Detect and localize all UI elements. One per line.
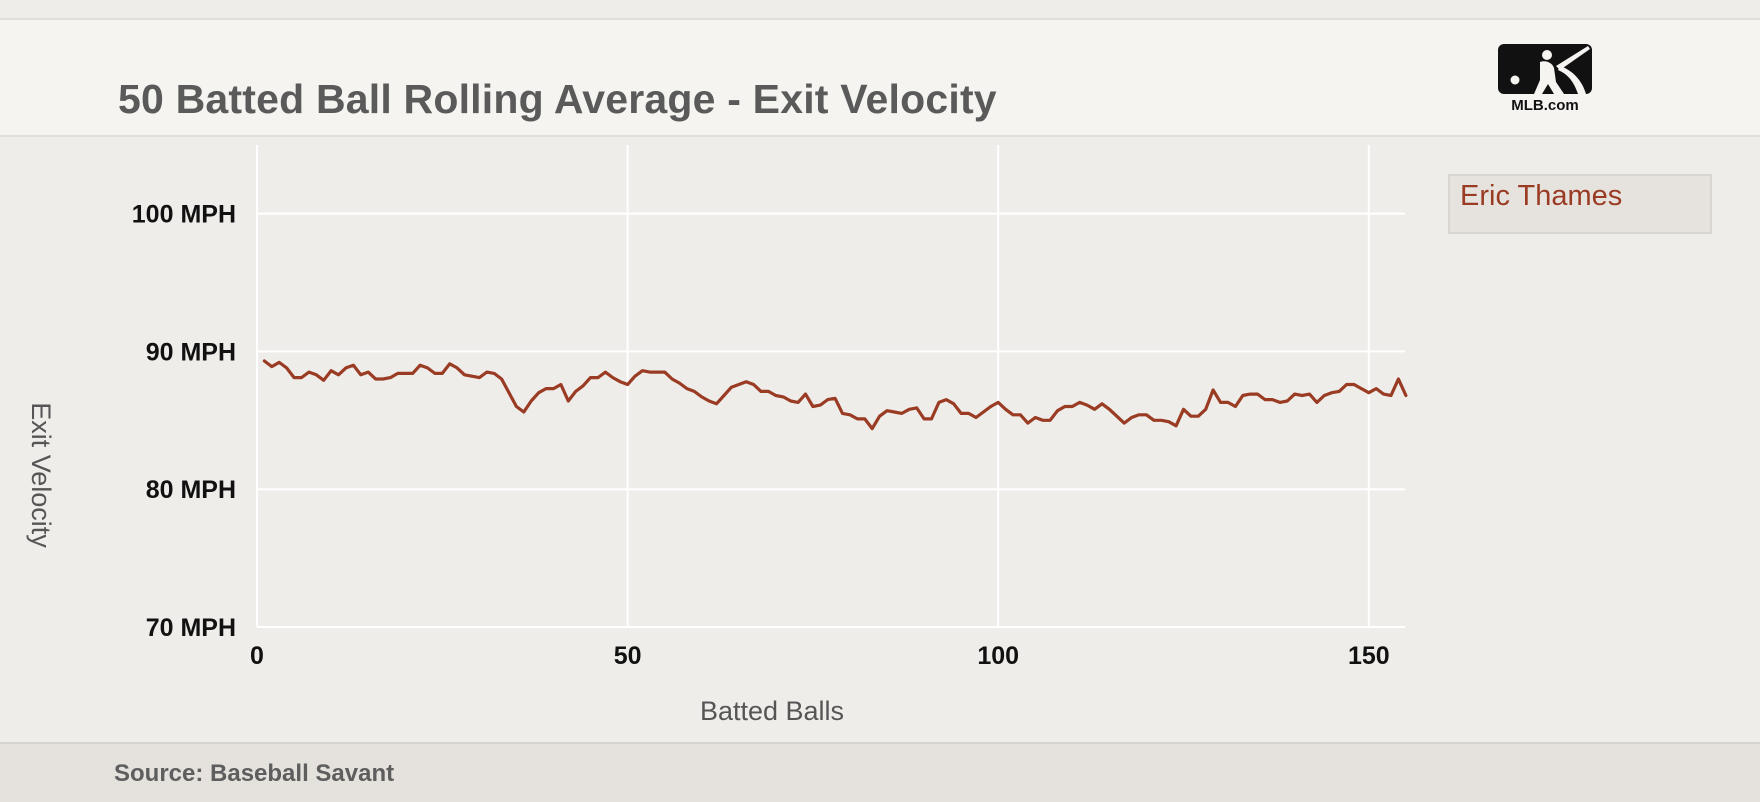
y-tick-label: 80 MPH bbox=[146, 476, 236, 504]
footer: Source: Baseball Savant bbox=[0, 742, 1760, 802]
x-axis-title: Batted Balls bbox=[700, 696, 844, 726]
y-tick-label: 100 MPH bbox=[132, 201, 236, 229]
legend[interactable]: Eric Thames bbox=[1448, 174, 1712, 234]
mlb-batter-logo-icon: MLB.com bbox=[1498, 44, 1592, 114]
logo-text: MLB.com bbox=[1511, 97, 1579, 114]
chart-header: 50 Batted Ball Rolling Average - Exit Ve… bbox=[0, 20, 1760, 137]
chart-title: 50 Batted Ball Rolling Average - Exit Ve… bbox=[118, 76, 997, 122]
y-tick-label: 70 MPH bbox=[146, 614, 236, 642]
line-chart: 100 MPH 90 MPH 80 MPH 70 MPH 0 50 100 150 Batted… bbox=[26, 145, 1408, 726]
x-tick-label: 0 bbox=[250, 642, 264, 670]
y-axis-title: Exit Velocity bbox=[26, 402, 56, 548]
top-strip bbox=[0, 0, 1760, 20]
x-tick-label: 100 bbox=[977, 642, 1019, 670]
mlb-logo[interactable]: MLB.com bbox=[1490, 40, 1600, 120]
series-line-eric-thames bbox=[262, 359, 1408, 431]
x-tick-label: 50 bbox=[614, 642, 642, 670]
legend-item-eric-thames[interactable]: Eric Thames bbox=[1460, 180, 1623, 212]
chart-area: 100 MPH 90 MPH 80 MPH 70 MPH 0 50 100 150 Batted… bbox=[0, 137, 1760, 742]
source-label: Source: Baseball Savant bbox=[114, 760, 395, 787]
x-tick-label: 150 bbox=[1348, 642, 1390, 670]
y-tick-label: 90 MPH bbox=[146, 338, 236, 366]
